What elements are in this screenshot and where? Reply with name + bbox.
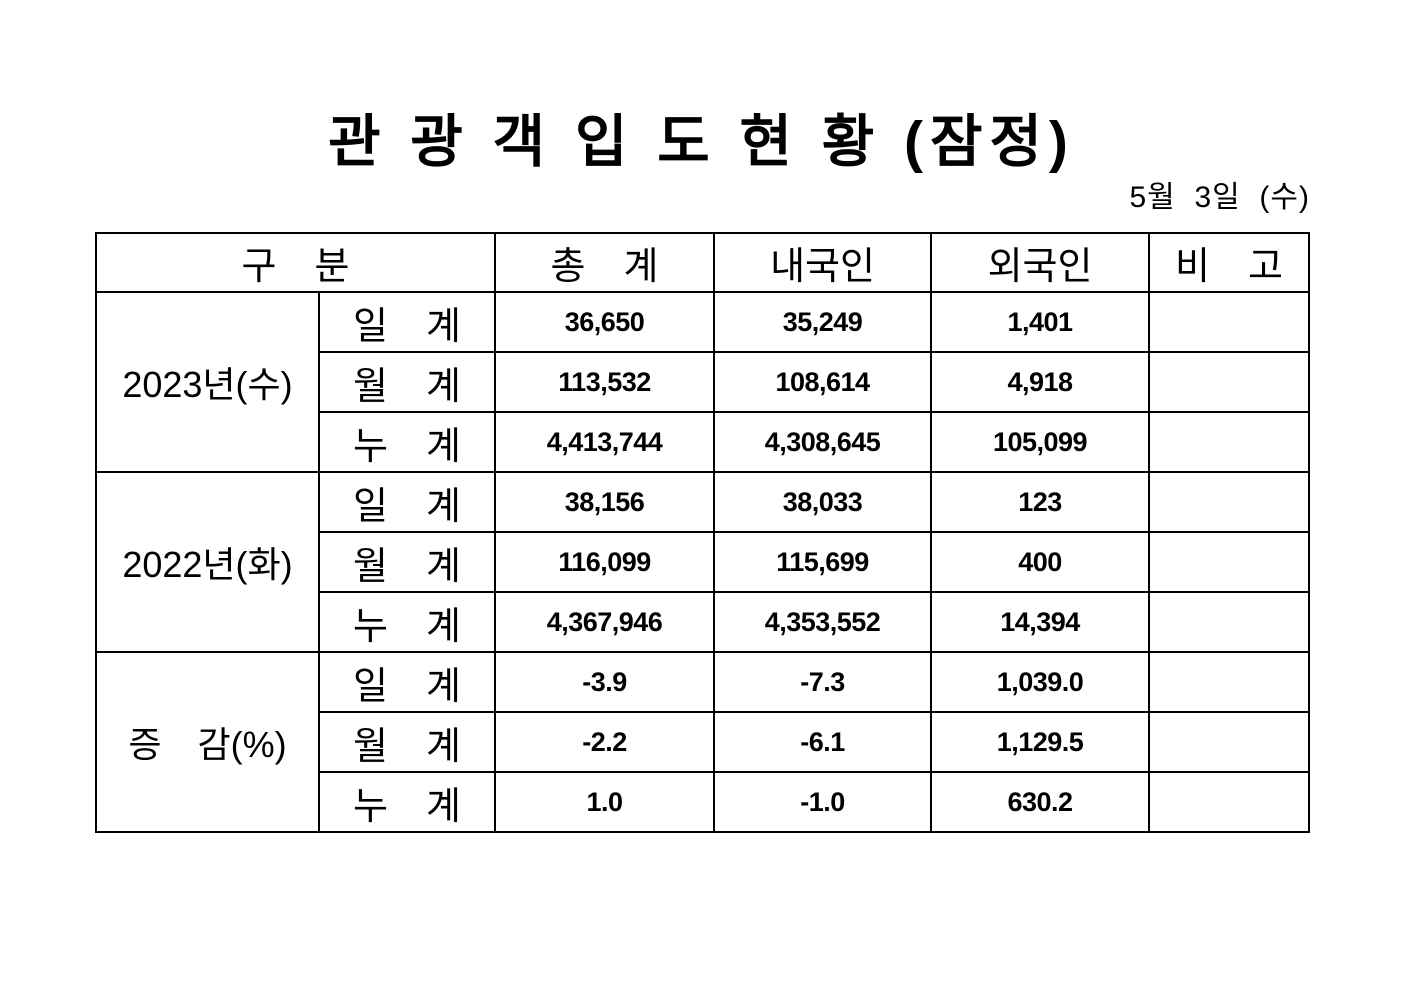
value-domestic: -1.0 xyxy=(713,771,933,833)
row-label: 월 계 xyxy=(317,351,497,413)
remark-cell xyxy=(1148,711,1311,773)
value-total: 4,413,744 xyxy=(494,411,716,473)
value-total: 116,099 xyxy=(494,531,716,593)
header-domestic: 내국인 xyxy=(713,232,933,293)
table-row: 누 계 4,367,946 4,353,552 14,394 xyxy=(96,591,1311,653)
year-cell-2023: 2023년(수) xyxy=(95,291,320,473)
remark-cell xyxy=(1148,471,1311,533)
remark-cell xyxy=(1148,771,1311,833)
value-total: 36,650 xyxy=(494,291,716,353)
table-row: 월 계 113,532 108,614 4,918 xyxy=(96,351,1311,413)
value-foreigner: 630.2 xyxy=(930,771,1151,833)
value-foreigner: 1,401 xyxy=(930,291,1151,353)
value-foreigner: 4,918 xyxy=(930,351,1151,413)
value-foreigner: 1,129.5 xyxy=(930,711,1151,773)
year-cell-change: 증 감(%) xyxy=(95,651,320,833)
value-foreigner: 1,039.0 xyxy=(930,651,1151,713)
remark-cell xyxy=(1148,651,1311,713)
value-foreigner: 105,099 xyxy=(930,411,1151,473)
table-row: 누 계 1.0 -1.0 630.2 xyxy=(96,771,1311,833)
value-domestic: -6.1 xyxy=(713,711,933,773)
value-total: 4,367,946 xyxy=(494,591,716,653)
header-category: 구 분 xyxy=(94,232,497,293)
row-label: 일 계 xyxy=(317,471,497,533)
value-total: -3.9 xyxy=(494,651,716,713)
row-label: 누 계 xyxy=(317,771,497,833)
header-remarks: 비 고 xyxy=(1148,232,1311,293)
table-row: 2022년(화) 일 계 38,156 38,033 123 xyxy=(95,471,1311,653)
value-foreigner: 400 xyxy=(930,531,1151,593)
row-label: 월 계 xyxy=(317,531,497,593)
value-domestic: 38,033 xyxy=(713,471,933,533)
value-total: 38,156 xyxy=(494,471,716,533)
value-total: -2.2 xyxy=(494,711,716,773)
year-cell-2022: 2022년(화) xyxy=(95,471,320,653)
value-domestic: 35,249 xyxy=(713,291,933,353)
table-row: 누 계 4,413,744 4,308,645 105,099 xyxy=(96,411,1311,473)
page-title: 관 광 객 입 도 현 황 (잠정) xyxy=(328,110,1075,174)
table-row: 증 감(%) 일 계 -3.9 -7.3 1,039.0 xyxy=(95,651,1311,833)
tourist-arrival-table: 구 분 총 계 내국인 외국인 비 고 2023년(수) 일 계 36,650 … xyxy=(94,232,1311,833)
value-domestic: 4,308,645 xyxy=(713,411,933,473)
remark-cell xyxy=(1148,591,1311,653)
remark-cell xyxy=(1148,351,1311,413)
value-domestic: -7.3 xyxy=(713,651,933,713)
remark-cell xyxy=(1148,411,1311,473)
value-foreigner: 123 xyxy=(930,471,1151,533)
row-label: 누 계 xyxy=(317,411,497,473)
row-label: 일 계 xyxy=(317,291,497,353)
table-row: 2023년(수) 일 계 36,650 35,249 1,401 xyxy=(95,291,1311,473)
table-header-row: 구 분 총 계 내국인 외국인 비 고 xyxy=(94,232,1311,293)
value-total: 113,532 xyxy=(494,351,716,413)
value-domestic: 115,699 xyxy=(713,531,933,593)
remark-cell xyxy=(1148,291,1311,353)
table-row: 월 계 116,099 115,699 400 xyxy=(96,531,1311,593)
remark-cell xyxy=(1148,531,1311,593)
table-row: 월 계 -2.2 -6.1 1,129.5 xyxy=(96,711,1311,773)
value-total: 1.0 xyxy=(494,771,716,833)
header-total: 총 계 xyxy=(494,232,716,293)
header-foreigner: 외국인 xyxy=(930,232,1151,293)
row-label: 누 계 xyxy=(317,591,497,653)
value-domestic: 108,614 xyxy=(713,351,933,413)
row-label: 일 계 xyxy=(317,651,497,713)
value-domestic: 4,353,552 xyxy=(713,591,933,653)
report-date: 5월 3일 (수) xyxy=(1129,181,1310,214)
value-foreigner: 14,394 xyxy=(930,591,1151,653)
row-label: 월 계 xyxy=(317,711,497,773)
